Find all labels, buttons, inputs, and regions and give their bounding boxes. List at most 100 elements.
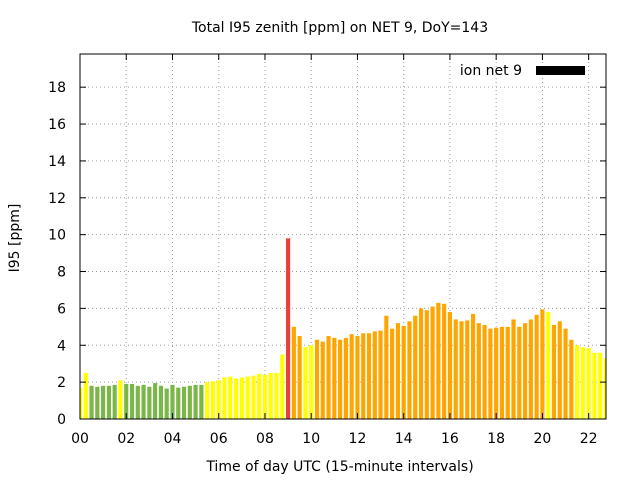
bar bbox=[523, 323, 528, 419]
bar bbox=[181, 386, 187, 419]
bar bbox=[470, 313, 476, 419]
bar bbox=[205, 382, 210, 419]
bar bbox=[447, 312, 453, 419]
bar bbox=[401, 325, 406, 419]
y-tick-label: 0 bbox=[57, 412, 66, 428]
bar bbox=[309, 345, 314, 419]
bar bbox=[326, 336, 331, 419]
bar bbox=[488, 328, 493, 419]
bar bbox=[141, 384, 146, 419]
bar bbox=[222, 377, 227, 419]
bar bbox=[83, 372, 88, 419]
bar bbox=[511, 319, 516, 419]
bar bbox=[384, 315, 389, 419]
x-tick-label: 06 bbox=[210, 431, 228, 447]
bar bbox=[442, 303, 447, 419]
x-tick-label: 12 bbox=[349, 431, 367, 447]
bar bbox=[361, 333, 366, 419]
plot-frame bbox=[79, 53, 607, 420]
bar bbox=[528, 319, 533, 419]
bar bbox=[551, 324, 557, 419]
x-tick-label: 22 bbox=[580, 431, 598, 447]
y-tick-label: 16 bbox=[48, 117, 66, 133]
bar bbox=[286, 238, 291, 419]
bar bbox=[251, 375, 256, 419]
bar bbox=[89, 385, 94, 419]
x-tick-label: 16 bbox=[441, 431, 459, 447]
bar bbox=[280, 354, 285, 419]
bar bbox=[245, 376, 250, 419]
bar bbox=[268, 372, 273, 419]
bar bbox=[233, 378, 239, 419]
y-tick-labels: 0 2 4 6 8 10 12 14 16 18 bbox=[48, 80, 66, 428]
bar bbox=[187, 385, 192, 419]
x-axis-label: Time of day UTC (15-minute intervals) bbox=[205, 459, 473, 475]
bar bbox=[164, 388, 169, 419]
bar bbox=[176, 387, 181, 419]
bar bbox=[216, 380, 221, 419]
x-tick-label: 10 bbox=[302, 431, 320, 447]
bar bbox=[424, 310, 429, 419]
y-tick-label: 4 bbox=[57, 338, 66, 354]
bar bbox=[257, 373, 262, 419]
bar bbox=[158, 385, 163, 419]
bar bbox=[80, 387, 83, 419]
bar bbox=[239, 377, 244, 419]
bar bbox=[129, 383, 135, 419]
bar bbox=[413, 315, 418, 419]
bar bbox=[499, 326, 505, 419]
bar bbox=[569, 339, 574, 419]
bar bbox=[355, 336, 360, 419]
bar bbox=[540, 309, 545, 419]
chart-title: Total I95 zenith [ppm] on NET 9, DoY=143 bbox=[191, 20, 488, 36]
bar bbox=[338, 339, 343, 419]
bar bbox=[586, 348, 591, 419]
bar bbox=[580, 347, 585, 419]
bar bbox=[297, 336, 302, 419]
y-tick-label: 6 bbox=[57, 301, 66, 317]
x-tick-label: 04 bbox=[164, 431, 182, 447]
bar bbox=[505, 326, 510, 419]
x-tick-label: 00 bbox=[71, 431, 89, 447]
bar bbox=[395, 323, 400, 419]
bar bbox=[314, 339, 320, 419]
bar bbox=[118, 380, 123, 419]
bar bbox=[320, 341, 325, 419]
x-tick-label: 18 bbox=[487, 431, 505, 447]
bar bbox=[378, 330, 383, 419]
bar bbox=[106, 385, 111, 419]
bar bbox=[199, 384, 204, 419]
y-tick-label: 8 bbox=[57, 265, 66, 281]
bar bbox=[482, 324, 487, 419]
bar bbox=[366, 333, 372, 419]
bar bbox=[592, 352, 597, 419]
bar bbox=[430, 306, 435, 419]
bar bbox=[534, 314, 539, 419]
bar bbox=[124, 383, 129, 419]
bar bbox=[147, 386, 152, 419]
bar bbox=[407, 321, 412, 419]
bar bbox=[557, 321, 562, 419]
bar bbox=[101, 385, 106, 419]
bar bbox=[476, 323, 481, 419]
bar bbox=[598, 352, 603, 419]
bar bbox=[575, 345, 580, 419]
bar bbox=[494, 327, 499, 419]
bar bbox=[153, 383, 158, 419]
y-tick-label: 2 bbox=[57, 375, 66, 391]
bar bbox=[546, 312, 551, 419]
bar bbox=[210, 381, 216, 419]
legend: ion net 9 bbox=[460, 63, 585, 79]
bar bbox=[563, 328, 568, 419]
bar bbox=[112, 384, 117, 419]
y-tick-label: 12 bbox=[48, 191, 66, 207]
bar bbox=[465, 320, 470, 419]
bar bbox=[291, 326, 296, 419]
bars bbox=[80, 238, 606, 419]
bar bbox=[135, 385, 140, 419]
x-tick-label: 20 bbox=[534, 431, 552, 447]
bar bbox=[372, 331, 377, 419]
bar bbox=[453, 319, 458, 419]
bar bbox=[436, 302, 441, 419]
